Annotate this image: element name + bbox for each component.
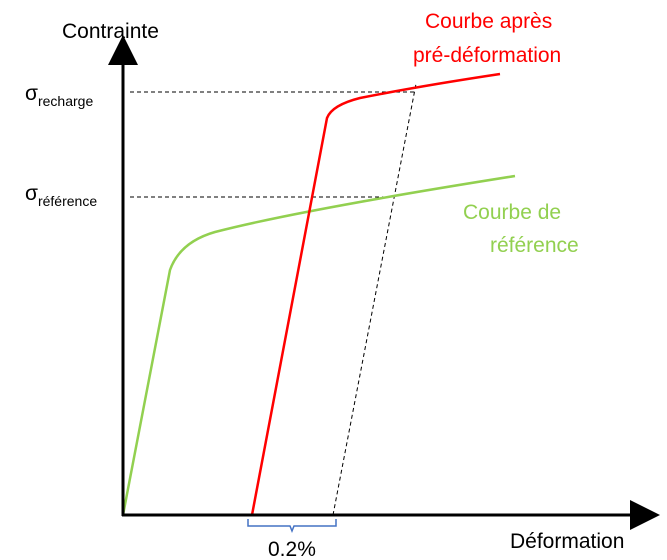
predeformed-curve	[250, 72, 501, 516]
reference-curve-label: Courbe de	[463, 201, 561, 224]
y-axis-label: Contrainte	[62, 20, 159, 43]
reference-curve-label: référence	[490, 234, 579, 257]
offset-label: 0.2%	[268, 538, 316, 560]
x-axis-label: Déformation	[510, 530, 624, 553]
guides	[130, 83, 417, 516]
predeformed-curve-label: Courbe après	[425, 10, 552, 33]
reference-curve	[121, 174, 516, 516]
offset-guide	[332, 83, 417, 516]
predeformed-curve-label: pré-déformation	[413, 44, 561, 67]
recharge-level-label: σrecharge	[25, 82, 93, 109]
reference-level-label: σréférence	[25, 182, 97, 209]
offset-brace	[247, 519, 337, 534]
